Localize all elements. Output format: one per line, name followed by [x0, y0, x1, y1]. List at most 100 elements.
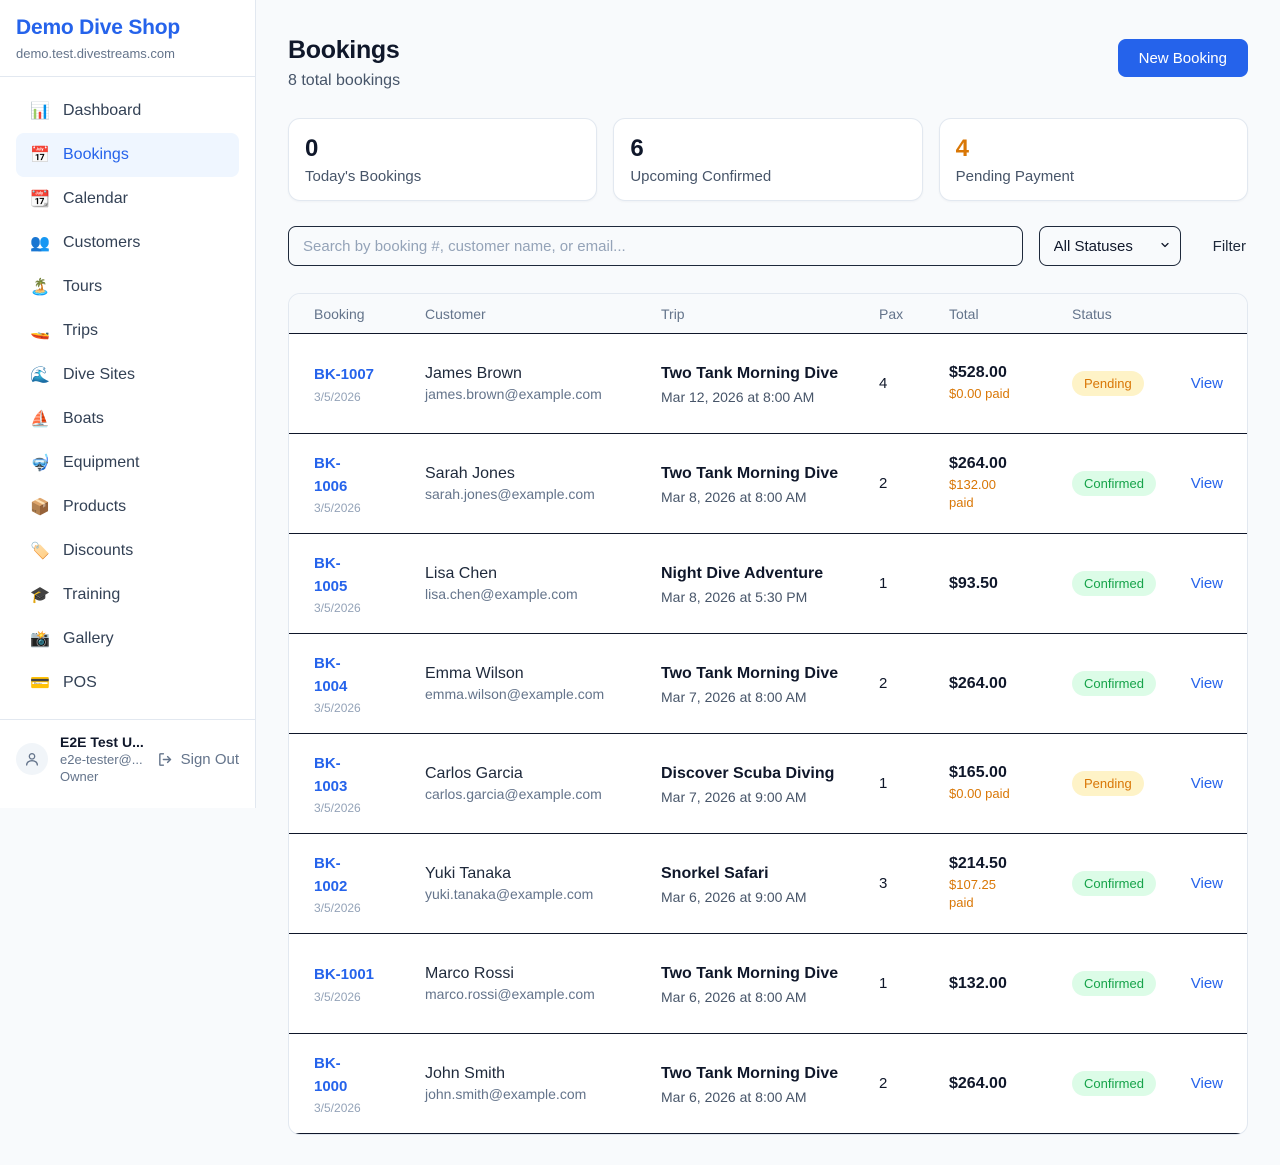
- filter-row: All Statuses Filter: [288, 226, 1248, 266]
- sidebar-nav: 📊 Dashboard 📅 Bookings 📆 Calendar 👥 Cust…: [0, 77, 255, 713]
- customer-name: James Brown: [425, 365, 522, 382]
- sidebar-item-label: Training: [63, 586, 121, 603]
- island-icon: 🏝️: [30, 279, 50, 296]
- view-link[interactable]: View: [1190, 1074, 1223, 1092]
- trip-datetime: Mar 12, 2026 at 8:00 AM: [661, 388, 815, 405]
- pax-count: 1: [879, 775, 888, 792]
- customer-name: Yuki Tanaka: [425, 865, 511, 882]
- sidebar-item-label: Discounts: [63, 542, 134, 559]
- booking-id-link[interactable]: BK-1000: [314, 1054, 348, 1095]
- status-badge: Confirmed: [1072, 571, 1156, 596]
- table-row: BK-1001 3/5/2026 Marco Rossi marco.rossi…: [289, 934, 1247, 1034]
- trip-datetime: Mar 6, 2026 at 9:00 AM: [661, 888, 807, 905]
- credit-card-icon: 💳: [30, 675, 50, 692]
- people-icon: 👥: [30, 235, 50, 252]
- column-header-customer: Customer: [425, 305, 486, 322]
- table-row: BK-1003 3/5/2026 Carlos Garcia carlos.ga…: [289, 734, 1247, 834]
- booking-date: 3/5/2026: [314, 1101, 361, 1116]
- sidebar-item-bookings[interactable]: 📅 Bookings: [16, 133, 239, 177]
- trip-datetime: Mar 8, 2026 at 5:30 PM: [661, 588, 808, 605]
- view-link[interactable]: View: [1190, 374, 1223, 392]
- package-icon: 📦: [30, 499, 50, 516]
- search-input[interactable]: [288, 226, 1023, 266]
- view-link[interactable]: View: [1190, 674, 1223, 692]
- sidebar-item-pos[interactable]: 💳 POS: [16, 661, 239, 705]
- paid-amount: $132.00 paid: [949, 477, 996, 510]
- booking-id-link[interactable]: BK-1005: [314, 554, 348, 595]
- total-amount: $264.00: [949, 455, 1007, 473]
- customer-name: Emma Wilson: [425, 665, 524, 682]
- column-header-status: Status: [1072, 305, 1112, 322]
- sidebar-item-label: Tours: [63, 278, 103, 295]
- customer-email: sarah.jones@example.com: [425, 486, 595, 502]
- filter-button[interactable]: Filter: [1212, 237, 1246, 255]
- sidebar-item-discounts[interactable]: 🏷️ Discounts: [16, 529, 239, 573]
- view-link[interactable]: View: [1190, 874, 1223, 892]
- status-filter: All Statuses: [1038, 226, 1181, 266]
- sidebar-item-boats[interactable]: ⛵ Boats: [16, 397, 239, 441]
- total-cell: $165.00 $0.00 paid: [949, 764, 1072, 803]
- sidebar-item-trips[interactable]: 🚤 Trips: [16, 309, 239, 353]
- booking-cell: BK-1006 3/5/2026: [314, 452, 425, 516]
- view-link[interactable]: View: [1190, 574, 1223, 592]
- sidebar-item-label: Boats: [63, 410, 104, 427]
- sidebar-item-customers[interactable]: 👥 Customers: [16, 221, 239, 265]
- booking-cell: BK-1005 3/5/2026: [314, 552, 425, 616]
- new-booking-button[interactable]: New Booking: [1117, 39, 1248, 77]
- sidebar-item-dashboard[interactable]: 📊 Dashboard: [16, 89, 239, 133]
- booking-id-link[interactable]: BK-1006: [314, 454, 348, 495]
- sign-out-button[interactable]: Sign Out: [157, 751, 239, 768]
- total-cell: $528.00 $0.00 paid: [949, 364, 1072, 403]
- sidebar-item-products[interactable]: 📦 Products: [16, 485, 239, 529]
- view-link[interactable]: View: [1190, 774, 1223, 792]
- booking-id-link[interactable]: BK-1004: [314, 654, 348, 695]
- trip-name: Two Tank Morning Dive: [661, 365, 839, 383]
- sidebar-item-tours[interactable]: 🏝️ Tours: [16, 265, 239, 309]
- sidebar-item-dive-sites[interactable]: 🌊 Dive Sites: [16, 353, 239, 397]
- customer-cell: Lisa Chen lisa.chen@example.com: [425, 565, 661, 602]
- brand-name: Demo Dive Shop: [16, 16, 181, 39]
- booking-cell: BK-1007 3/5/2026: [314, 363, 425, 403]
- sidebar-item-label: Trips: [63, 322, 98, 339]
- table-header: Booking Customer Trip Pax Total Status: [289, 294, 1247, 334]
- customer-cell: Sarah Jones sarah.jones@example.com: [425, 465, 661, 502]
- sidebar-item-training[interactable]: 🎓 Training: [16, 573, 239, 617]
- diving-mask-icon: 🤿: [30, 455, 50, 472]
- brand-link[interactable]: Demo Dive Shop demo.test.divestreams.com: [0, 0, 255, 77]
- view-link[interactable]: View: [1190, 974, 1223, 992]
- booking-id-link[interactable]: BK-1003: [314, 754, 348, 795]
- customer-email: yuki.tanaka@example.com: [425, 886, 594, 902]
- total-amount: $264.00: [949, 674, 1007, 692]
- trip-cell: Snorkel Safari Mar 6, 2026 at 9:00 AM: [661, 862, 879, 904]
- status-cell: Confirmed: [1072, 471, 1186, 496]
- booking-id-link[interactable]: BK-1007: [314, 366, 375, 384]
- booking-id-link[interactable]: BK-1002: [314, 854, 348, 895]
- user-panel: E2E Test U... e2e-tester@... Owner Sign …: [0, 719, 255, 808]
- trip-cell: Two Tank Morning Dive Mar 12, 2026 at 8:…: [661, 362, 879, 404]
- column-header-total: Total: [949, 305, 979, 322]
- view-link[interactable]: View: [1190, 474, 1223, 492]
- sidebar-item-calendar[interactable]: 📆 Calendar: [16, 177, 239, 221]
- status-filter-select[interactable]: All Statuses: [1038, 226, 1181, 266]
- customer-cell: Emma Wilson emma.wilson@example.com: [425, 665, 661, 702]
- booking-id-link[interactable]: BK-1001: [314, 966, 375, 984]
- status-badge: Pending: [1072, 371, 1144, 396]
- view-cell: View: [1191, 775, 1223, 793]
- sidebar-item-equipment[interactable]: 🤿 Equipment: [16, 441, 239, 485]
- status-cell: Confirmed: [1072, 971, 1186, 996]
- booking-cell: BK-1000 3/5/2026: [314, 1052, 425, 1116]
- sign-out-label: Sign Out: [180, 750, 239, 768]
- view-cell: View: [1191, 675, 1223, 693]
- table-row: BK-1006 3/5/2026 Sarah Jones sarah.jones…: [289, 434, 1247, 534]
- sidebar-item-gallery[interactable]: 📸 Gallery: [16, 617, 239, 661]
- speedboat-icon: 🚤: [30, 323, 50, 340]
- stat-label: Pending Payment: [955, 168, 1075, 185]
- view-cell: View: [1191, 475, 1223, 493]
- trip-cell: Two Tank Morning Dive Mar 8, 2026 at 8:0…: [661, 462, 879, 504]
- trip-cell: Two Tank Morning Dive Mar 7, 2026 at 8:0…: [661, 662, 879, 704]
- customer-email: marco.rossi@example.com: [425, 986, 595, 1002]
- wave-icon: 🌊: [30, 367, 50, 384]
- stat-value: 4: [955, 135, 970, 162]
- status-cell: Confirmed: [1072, 671, 1186, 696]
- trip-name: Discover Scuba Diving: [661, 765, 835, 783]
